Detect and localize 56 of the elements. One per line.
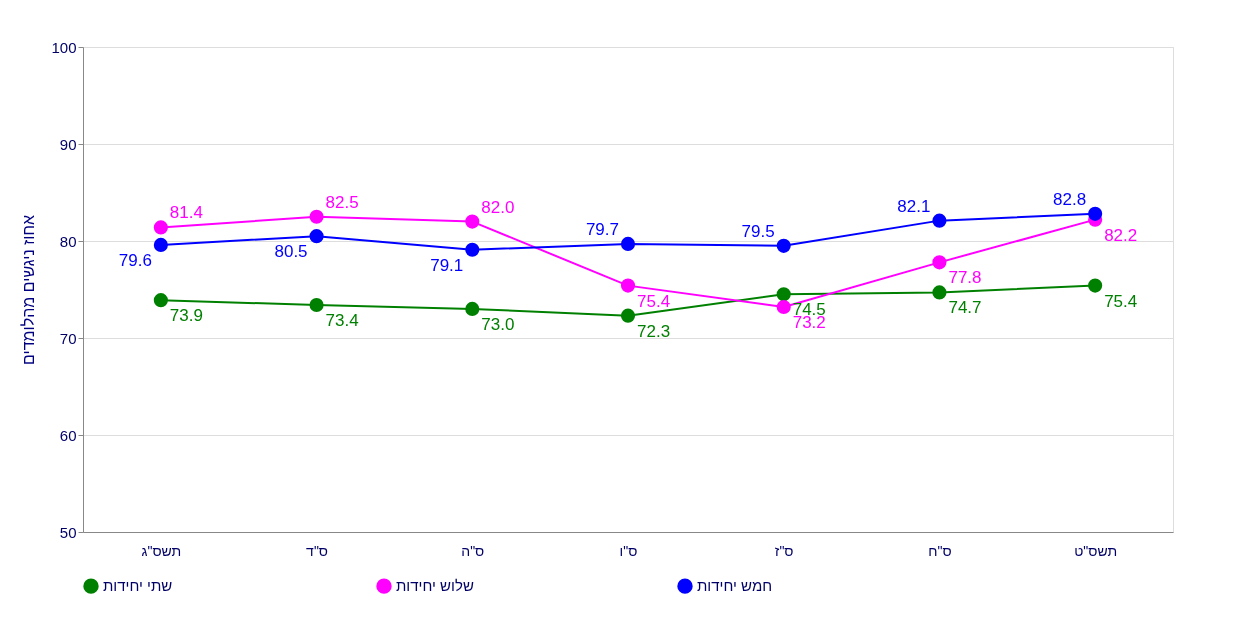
x-tick-label: ס"ד <box>306 542 329 559</box>
point <box>465 242 480 257</box>
point <box>309 229 324 244</box>
point <box>153 293 168 308</box>
point <box>620 308 636 323</box>
data-label: 73.0 <box>481 314 515 334</box>
data-label: 82.2 <box>1104 225 1138 245</box>
data-label: 82.0 <box>481 197 515 217</box>
x-tick-label: ס"ה <box>461 542 485 559</box>
data-label: 73.9 <box>169 306 203 326</box>
y-tick-label: 90 <box>59 135 77 153</box>
y-tick-label: 100 <box>51 38 77 56</box>
point <box>620 278 636 293</box>
point <box>309 209 324 224</box>
data-label: 82.5 <box>325 192 359 212</box>
point <box>776 238 791 253</box>
point <box>932 285 947 300</box>
legend-label: שתי יחידות <box>103 577 173 595</box>
x-tick-label: ס"ז <box>774 542 794 559</box>
legend-label: שלוש יחידות <box>396 577 474 595</box>
point <box>153 237 168 252</box>
data-label: 82.8 <box>1053 189 1087 209</box>
data-label: 75.4 <box>1104 291 1138 311</box>
data-label: 72.3 <box>637 321 671 341</box>
x-tick-label: תשס"ט <box>1074 542 1118 559</box>
data-label: 79.1 <box>430 255 464 275</box>
data-label: 73.4 <box>325 311 359 331</box>
x-tick-label: ס"ו <box>619 542 638 559</box>
point <box>465 214 480 229</box>
data-label: 79.6 <box>118 250 152 270</box>
y-tick-label: 60 <box>59 426 77 444</box>
y-tick-label: 70 <box>59 329 77 347</box>
data-label: 74.7 <box>948 298 982 318</box>
point <box>1088 206 1103 221</box>
point <box>465 301 480 316</box>
point <box>776 287 791 302</box>
legend-label: חמש יחידות <box>697 577 773 595</box>
point <box>309 297 324 313</box>
point <box>620 236 636 251</box>
y-tick-label: 50 <box>59 523 77 541</box>
point <box>932 255 947 270</box>
x-tick-label: תשס"ג <box>141 542 182 559</box>
point <box>932 213 947 228</box>
data-label: 79.5 <box>741 221 775 241</box>
data-label: 81.4 <box>169 203 203 223</box>
data-label: 82.1 <box>897 196 931 216</box>
point <box>153 220 168 235</box>
data-label: 77.8 <box>948 268 982 288</box>
y-tick-label: 80 <box>59 232 77 250</box>
point <box>776 299 791 315</box>
data-label: 79.7 <box>585 219 619 239</box>
data-label: 80.5 <box>274 242 308 262</box>
x-tick-label: ס"ח <box>928 542 952 559</box>
point <box>1088 278 1103 293</box>
data-label: 75.4 <box>637 291 671 311</box>
y-axis-title: אחוז ניגשים מהלומדים <box>20 215 38 365</box>
